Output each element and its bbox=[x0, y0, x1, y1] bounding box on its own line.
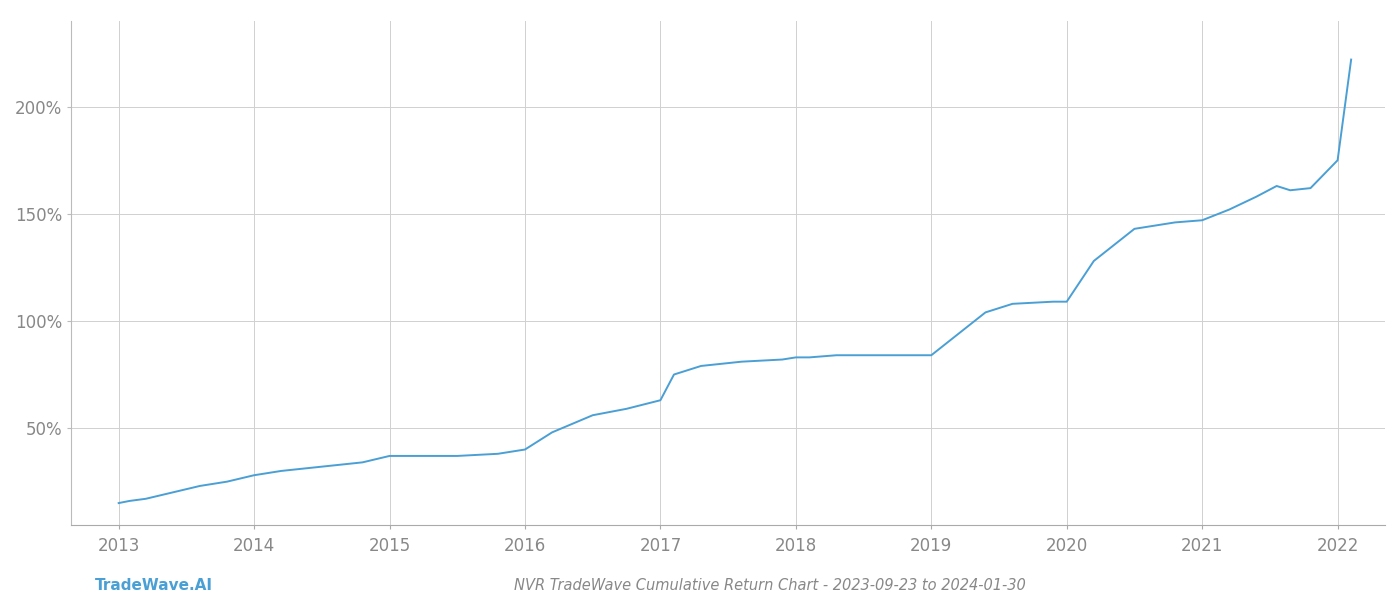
Text: NVR TradeWave Cumulative Return Chart - 2023-09-23 to 2024-01-30: NVR TradeWave Cumulative Return Chart - … bbox=[514, 578, 1026, 593]
Text: TradeWave.AI: TradeWave.AI bbox=[95, 578, 213, 593]
